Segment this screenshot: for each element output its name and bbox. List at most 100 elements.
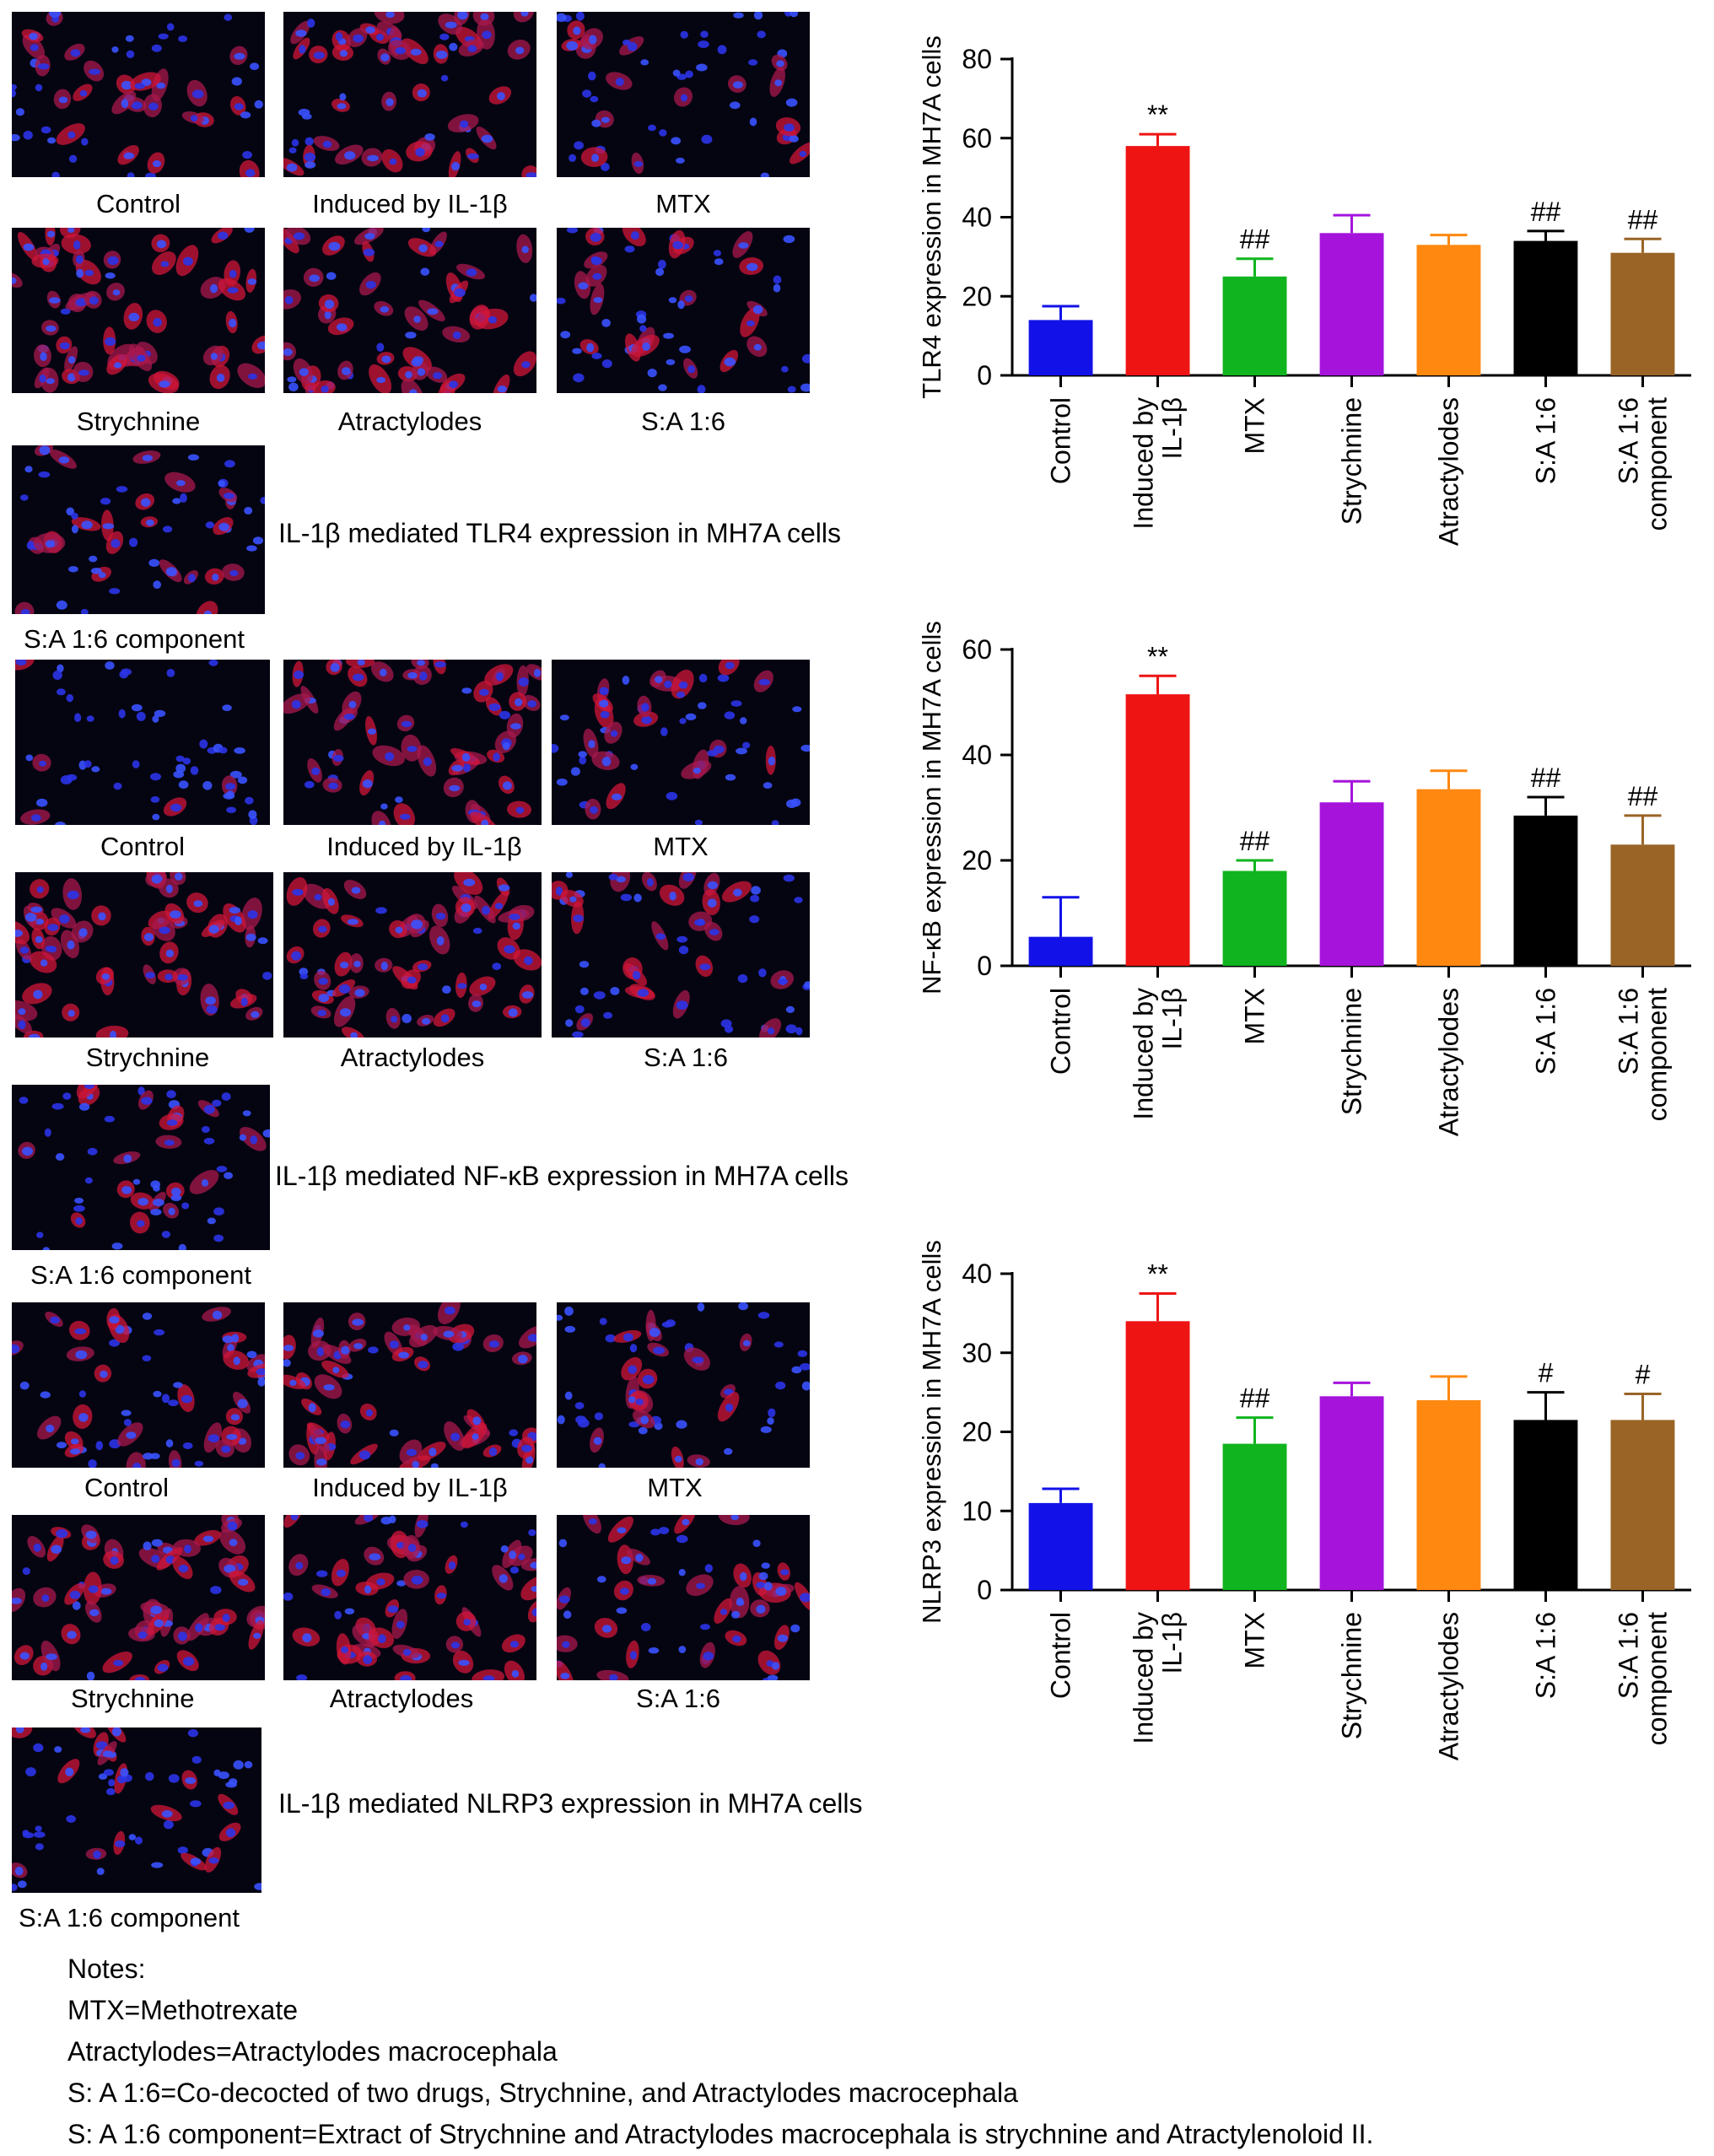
y-axis-label: NF-κB expression in MH7A cells [917,621,946,994]
micrograph-tlr4-atractylodes [283,228,536,393]
y-tick-label: 0 [977,1575,992,1605]
bar [1610,252,1675,375]
x-tick-label: IL-1β [1157,988,1188,1050]
caption: MTX [655,189,711,218]
caption: Control [84,1473,169,1502]
caption: Control [96,189,181,218]
micrograph-nlrp3-mtx [557,1302,810,1468]
x-tick-label: S:A 1:6 [1531,1612,1561,1699]
micrograph-set-title: IL-1β mediated NF-κB expression in MH7A … [275,1161,849,1191]
micrograph-image [283,660,542,825]
x-tick-label: S:A 1:6 [1614,988,1644,1075]
caption: Atractylodes [340,1043,485,1072]
micrograph-nfkb-strychnine [15,872,273,1038]
bar [1513,1420,1578,1590]
notes: Notes: MTX=Methotrexate Atractylodes=Atr… [67,1948,1373,2155]
y-tick-label: 0 [977,360,992,391]
chart-nfkb: 0 20 40 60 NF-κB expression in MH7A cells Con… [894,607,1712,1198]
bar [1028,1502,1093,1590]
bar [1028,320,1093,375]
x-tick-label: component [1642,397,1673,531]
y-tick-label: 60 [962,634,992,665]
x-tick-label: component [1642,1612,1673,1745]
micrograph-nfkb-mtx [552,660,810,825]
y-tick-label: 20 [962,845,992,876]
chart-nlrp3: 0 10 20 30 40 NLRP3 expression in MH7A cells C… [894,1232,1712,1822]
y-tick-label: 20 [962,1417,992,1447]
x-tick-label: Atractylodes [1434,1612,1464,1760]
caption: Control [100,832,185,861]
micrograph-nlrp3-il1b [283,1302,536,1468]
x-tick-label: MTX [1240,397,1270,455]
bar [1319,233,1384,376]
y-tick-label: 80 [962,44,992,74]
caption: S:A 1:6 [636,1684,720,1713]
micrograph-image [283,228,536,393]
notes-line: S: A 1:6=Co-decocted of two drugs, Stryc… [67,2078,1018,2108]
caption: MTX [653,832,709,861]
micrograph-image [12,1307,265,1468]
micrograph-image [283,1302,536,1468]
x-tick-label: IL-1β [1157,1612,1188,1674]
y-tick-label: 40 [962,202,992,233]
caption: Induced by IL-1β [326,832,522,861]
bar [1610,1420,1675,1590]
significance-label: # [1539,1358,1554,1388]
bar [1416,1400,1481,1590]
caption: S:A 1:6 component [24,624,245,654]
x-tick-label: Control [1046,988,1076,1075]
caption: Strychnine [76,407,201,436]
micrograph-image [283,1515,536,1680]
significance-label: ## [1240,1383,1270,1414]
bar [1125,694,1190,966]
significance-label: ## [1240,826,1270,856]
notes-line: MTX=Methotrexate [67,1995,298,2025]
micrograph-image [557,1302,810,1468]
x-tick-label: Strychnine [1337,988,1367,1115]
chart-tlr4-svg: 0 20 40 60 80 TLR4 expression in MH7A cells Co… [917,35,1691,546]
y-tick-label: 20 [962,281,992,311]
chart-tlr4: 0 20 40 60 80 TLR4 expression in MH7A cells Co… [894,17,1712,607]
bar [1222,276,1287,375]
micrograph-tlr4-mtx [557,12,810,177]
significance-label: ## [1240,224,1270,255]
x-tick-label: Atractylodes [1434,988,1464,1136]
micrograph-image [14,445,265,614]
x-tick-label: Control [1046,397,1076,484]
x-tick-label: component [1642,988,1673,1121]
micrograph-image [552,872,810,1038]
caption: Atractylodes [329,1684,474,1713]
micrograph-nfkb-sa16 [552,872,810,1038]
x-tick-label: Strychnine [1337,397,1367,525]
significance-label: ## [1628,204,1658,234]
notes-line: S: A 1:6 component=Extract of Strychnine… [67,2119,1374,2149]
micrograph-tlr4-strychnine [12,228,265,393]
notes-line: Atractylodes=Atractylodes macrocephala [67,2036,558,2067]
caption: S:A 1:6 [641,407,725,436]
caption: Strychnine [85,1043,210,1072]
micrograph-tlr4-il1b [283,12,536,177]
bar [1222,870,1287,966]
chart-nlrp3-svg: 0 10 20 30 40 NLRP3 expression in MH7A cells C… [917,1240,1691,1760]
significance-label: ** [1147,100,1168,130]
x-tick-label: MTX [1240,988,1270,1045]
micrograph-image [557,1515,810,1680]
caption: Induced by IL-1β [312,1473,508,1502]
bar [1125,146,1190,375]
micrograph-image [286,872,542,1038]
y-tick-label: 40 [962,1259,992,1289]
bar [1416,245,1481,375]
caption: S:A 1:6 component [19,1903,240,1932]
y-tick-label: 10 [962,1496,992,1526]
micrograph-image [552,660,810,825]
x-tick-label: Induced by [1129,988,1159,1120]
micrograph-tlr4-sa16 [557,228,810,393]
micrograph-image [12,1515,265,1680]
micrograph-nfkb-il1b [283,660,542,825]
y-tick-label: 60 [962,123,992,154]
micrograph-image [15,872,272,1038]
caption: S:A 1:6 component [30,1260,251,1290]
bar [1319,1396,1384,1590]
caption: Strychnine [71,1684,195,1713]
y-tick-label: 40 [962,740,992,770]
